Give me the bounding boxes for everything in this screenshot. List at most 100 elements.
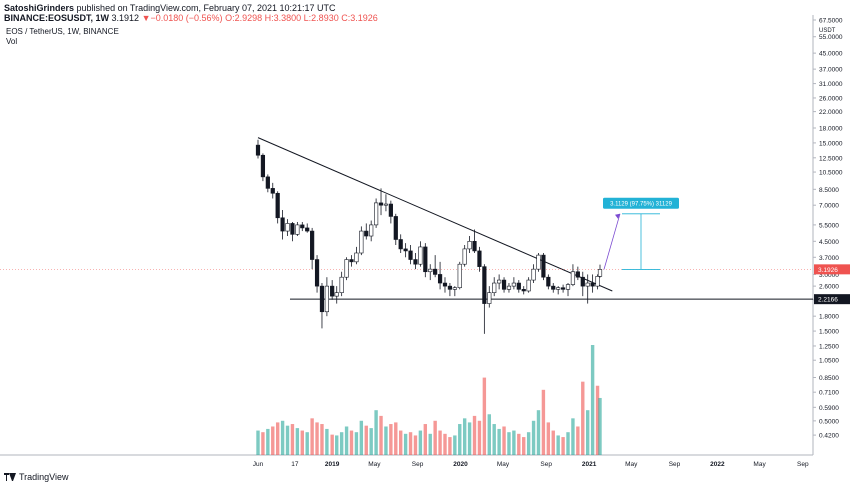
volume-bar (590, 345, 595, 455)
candle-body (585, 282, 590, 287)
y-tick-label: 2.6000 (819, 284, 839, 291)
price-unit-label: USDT (819, 28, 836, 34)
ohlc-low: L:2.8930 (303, 13, 339, 23)
author-name[interactable]: SatoshiGrinders (4, 3, 75, 13)
candle-body (349, 259, 354, 263)
candle-body (354, 252, 359, 263)
x-tick-label: Sep (797, 461, 809, 468)
volume-bar (339, 432, 344, 455)
candle-body (388, 203, 393, 217)
y-tick-label: 45.0000 (819, 51, 843, 58)
volume-bar (403, 433, 408, 455)
volume-bar (428, 433, 432, 455)
volume-bar (413, 435, 418, 455)
volume-bar (576, 426, 580, 455)
volume-bar (285, 425, 290, 455)
candle-body (516, 282, 521, 290)
x-tick-label: Sep (669, 461, 681, 468)
volume-bar (477, 420, 482, 455)
candle-body (482, 266, 487, 304)
y-tick-label: 3.7000 (819, 255, 839, 262)
candle-body (501, 279, 507, 290)
y-tick-label: 8.5000 (819, 187, 839, 194)
logo-text: TradingView (19, 472, 69, 482)
current-price-label: 3.1926 (818, 267, 838, 274)
x-tick-label: 2019 (325, 461, 340, 468)
volume-bar (335, 435, 339, 455)
y-tick-label: 22.0000 (819, 109, 843, 116)
candle-body (575, 271, 580, 278)
tradingview-logo[interactable]: TradingView (4, 472, 69, 482)
candle-body (305, 227, 310, 232)
volume-bar (433, 420, 437, 455)
volume-bar (320, 424, 324, 455)
candle-body (310, 230, 315, 260)
volume-bar (467, 422, 472, 455)
y-tick-label: 3.0000 (819, 272, 839, 279)
volume-bar (502, 426, 506, 455)
candle-body (403, 248, 408, 252)
volume-bar (394, 422, 398, 455)
x-tick-label: 2022 (710, 461, 725, 468)
volume-bar (310, 418, 314, 455)
volume-bar (305, 432, 309, 455)
volume-bar (448, 437, 452, 455)
x-tick-label: May (625, 461, 638, 468)
y-tick-label: 0.4200 (819, 433, 839, 440)
candle-body (330, 285, 335, 297)
volume-bar (399, 430, 403, 455)
candle-body (418, 246, 423, 265)
candle-body (467, 240, 472, 250)
x-tick-label: Jun (253, 461, 264, 468)
volume-bar (261, 432, 265, 455)
candle-body (314, 259, 320, 287)
support-price-badge (814, 294, 850, 305)
candle-body (265, 176, 270, 189)
candle-body (560, 287, 566, 290)
candle-body (428, 268, 433, 273)
candle-body (536, 254, 541, 270)
projection-label: 3.1129 (97.75%) 31129 (610, 202, 672, 208)
volume-bar (512, 430, 516, 455)
candle-body (511, 282, 516, 287)
candle-body (556, 287, 561, 290)
candle-body (492, 282, 497, 293)
x-tick-label: Sep (540, 461, 552, 468)
published-text: published on TradingView.com, February 0… (76, 3, 336, 13)
publish-info: SatoshiGrinders published on TradingView… (4, 3, 336, 13)
x-tick-label: May (753, 461, 766, 468)
volume-bar (541, 389, 546, 455)
volume-bar (266, 428, 270, 455)
volume-bar (536, 410, 541, 455)
volume-bar (598, 397, 602, 455)
y-tick-label: 12.5000 (819, 155, 843, 162)
candle-body (275, 192, 280, 219)
candle-body (393, 216, 398, 240)
candle-body (408, 250, 413, 260)
candle-body (462, 248, 467, 265)
y-tick-label: 55.0000 (819, 34, 843, 41)
y-tick-label: 0.5000 (819, 418, 839, 425)
candle-body (595, 276, 600, 287)
projection-path (603, 213, 621, 270)
volume-bar (359, 420, 364, 455)
candle-body (442, 282, 448, 287)
volume-bar (458, 424, 462, 455)
y-tick-label: 5.5000 (819, 222, 839, 229)
current-price-badge (814, 264, 850, 275)
y-tick-label: 1.8000 (819, 314, 839, 321)
volume-bar (497, 428, 501, 455)
y-tick-label: 1.2500 (819, 343, 839, 350)
volume-bar (418, 430, 423, 455)
y-tick-label: 1.0500 (819, 358, 839, 365)
volume-bar (526, 432, 531, 455)
candle-body (398, 239, 403, 250)
volume-bar (453, 435, 457, 455)
projection-arrow-icon (615, 213, 620, 219)
candle-body (472, 240, 477, 252)
volume-bar (462, 418, 467, 455)
candle-body (334, 292, 339, 297)
trendline (257, 137, 613, 292)
y-tick-label: 31.0000 (819, 81, 843, 88)
